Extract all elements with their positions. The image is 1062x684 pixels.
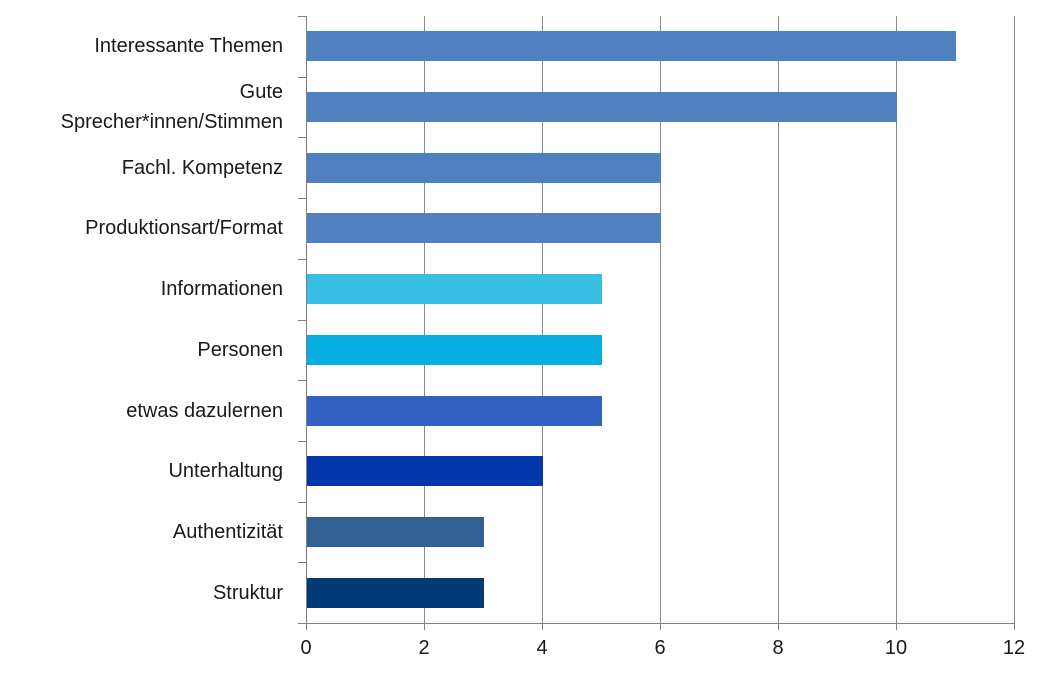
y-axis-tick	[298, 16, 306, 17]
y-axis-line	[306, 16, 307, 630]
category-label: Personen	[197, 338, 283, 361]
gridline	[778, 16, 779, 623]
bar	[307, 516, 484, 547]
y-axis-tick	[298, 198, 306, 200]
bar	[307, 31, 956, 62]
y-axis-tick	[298, 440, 306, 442]
y-axis-tick	[298, 562, 306, 564]
category-label: Interessante Themen	[94, 35, 283, 58]
x-axis-tick	[660, 623, 661, 630]
x-axis-tick	[1014, 623, 1015, 630]
bar	[307, 334, 602, 365]
category-label: Gute Sprecher*innen/Stimmen	[60, 81, 283, 134]
gridline	[660, 16, 661, 623]
x-axis-tick	[542, 623, 543, 630]
x-tick-label: 12	[1002, 637, 1026, 659]
gridline	[424, 16, 425, 623]
x-tick-label: 0	[300, 637, 312, 659]
category-label: Struktur	[212, 581, 283, 604]
x-tick-label: 10	[884, 637, 908, 659]
bar	[307, 395, 602, 426]
x-tick-label: 2	[418, 637, 430, 659]
category-label: Produktionsart/Format	[85, 217, 283, 240]
bar	[307, 213, 661, 244]
category-label: etwas dazulernen	[126, 399, 283, 422]
bar	[307, 274, 602, 305]
x-axis-tick	[778, 623, 779, 630]
y-axis-tick	[298, 501, 306, 503]
gridline	[1014, 16, 1015, 623]
y-axis-tick	[298, 76, 306, 78]
bar	[307, 152, 661, 183]
category-label: Unterhaltung	[168, 460, 283, 483]
category-label: Fachl. Kompetenz	[121, 156, 283, 179]
y-axis-tick	[298, 623, 306, 624]
y-axis-tick	[298, 380, 306, 382]
y-axis-tick	[298, 258, 306, 260]
y-axis-tick	[298, 137, 306, 139]
x-axis-tick	[306, 623, 307, 630]
x-axis-line	[306, 623, 1015, 624]
category-label: Informationen	[160, 278, 283, 301]
bar	[307, 577, 484, 608]
x-tick-label: 4	[536, 637, 548, 659]
y-axis-tick	[298, 319, 306, 321]
gridline	[896, 16, 897, 623]
x-tick-label: 6	[654, 637, 666, 659]
x-axis-tick	[424, 623, 425, 630]
x-tick-label: 8	[772, 637, 784, 659]
gridline	[542, 16, 543, 623]
bar	[307, 456, 543, 487]
bar	[307, 92, 897, 123]
x-axis-tick	[896, 623, 897, 630]
category-label: Authentizität	[172, 520, 283, 543]
